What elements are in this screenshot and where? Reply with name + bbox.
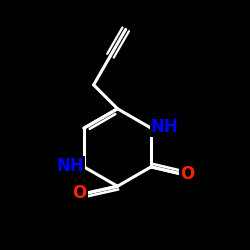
Text: NH: NH (56, 156, 84, 175)
Text: NH: NH (151, 118, 179, 136)
Text: O: O (72, 184, 87, 202)
Text: O: O (180, 165, 194, 183)
